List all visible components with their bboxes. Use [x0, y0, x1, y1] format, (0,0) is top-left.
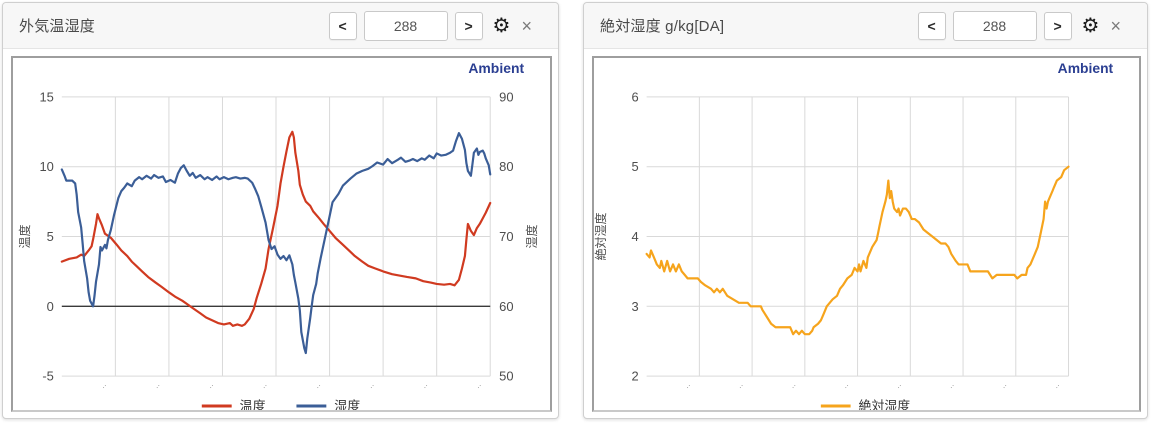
svg-text:温度: 温度 [240, 398, 266, 410]
svg-text:··: ·· [260, 381, 270, 391]
panel-outdoor-temp-humidity: 外気温湿度 < > ⚙ × 15 90 10 80 5 70 0 60 -5 50 ·· ·· ·· ··… [2, 2, 559, 419]
svg-text:15: 15 [39, 89, 53, 104]
svg-text:6: 6 [632, 89, 639, 104]
svg-text:50: 50 [499, 369, 513, 384]
close-icon[interactable]: × [521, 15, 532, 36]
svg-text:Ambient: Ambient [1058, 60, 1114, 76]
absolute-humidity-line-chart: 6 5 4 3 2 ·· ·· ·· ·· ·· ·· ·· ·· 絶対湿度 Ambient 絶対湿度 [594, 60, 1114, 410]
svg-text:··: ·· [789, 381, 799, 391]
svg-text:2: 2 [632, 369, 639, 384]
svg-text:··: ·· [1052, 381, 1062, 391]
svg-text:絶対湿度: 絶対湿度 [859, 398, 911, 410]
panel-header: 絶対湿度 g/kg[DA] < > ⚙ × [584, 3, 1147, 49]
svg-text:絶対湿度: 絶対湿度 [594, 213, 608, 261]
svg-text:80: 80 [499, 159, 513, 174]
page-size-input[interactable] [952, 10, 1037, 41]
svg-text:··: ·· [894, 381, 904, 391]
svg-text:10: 10 [39, 159, 53, 174]
svg-text:··: ·· [206, 381, 216, 391]
chart-area-temp-humidity: 15 90 10 80 5 70 0 60 -5 50 ·· ·· ·· ·· ·· ·· ·· ·· 温度 湿度 Am… [11, 56, 552, 412]
close-icon[interactable]: × [1110, 15, 1121, 36]
svg-text:-5: -5 [42, 369, 54, 384]
settings-gear-icon[interactable]: ⚙ [492, 14, 511, 37]
svg-text:··: ·· [420, 381, 430, 391]
svg-text:湿度: 湿度 [524, 224, 539, 248]
svg-text:0: 0 [47, 299, 54, 314]
svg-text:60: 60 [499, 299, 513, 314]
panel-header: 外気温湿度 < > ⚙ × [3, 3, 558, 49]
svg-text:4: 4 [632, 229, 639, 244]
settings-gear-icon[interactable]: ⚙ [1081, 14, 1100, 37]
svg-text:··: ·· [153, 381, 163, 391]
svg-text:··: ·· [474, 381, 484, 391]
svg-text:湿度: 湿度 [334, 398, 360, 410]
next-page-button[interactable]: > [1043, 11, 1072, 40]
svg-text:··: ·· [313, 381, 323, 391]
prev-page-button[interactable]: < [328, 11, 357, 40]
panel-title: 外気温湿度 [19, 18, 96, 35]
svg-text:··: ·· [683, 381, 693, 391]
svg-text:··: ·· [736, 381, 746, 391]
svg-text:··: ·· [947, 381, 957, 391]
svg-text:5: 5 [632, 159, 639, 174]
svg-text:3: 3 [632, 299, 639, 314]
svg-text:··: ·· [367, 381, 377, 391]
pager-controls: < > ⚙ × [328, 10, 532, 41]
page-size-input[interactable] [363, 10, 448, 41]
next-page-button[interactable]: > [454, 11, 483, 40]
svg-text:··: ·· [99, 381, 109, 391]
panel-absolute-humidity: 絶対湿度 g/kg[DA] < > ⚙ × 6 5 4 3 2 ·· ·· ·· ·· ·· ·· ·… [583, 2, 1148, 419]
chart-area-absolute-humidity: 6 5 4 3 2 ·· ·· ·· ·· ·· ·· ·· ·· 絶対湿度 Ambient 絶対湿度 [592, 56, 1141, 412]
svg-text:··: ·· [1000, 381, 1010, 391]
pager-controls: < > ⚙ × [917, 10, 1121, 41]
panel-title: 絶対湿度 g/kg[DA] [600, 18, 725, 35]
svg-text:温度: 温度 [17, 224, 32, 248]
svg-text:70: 70 [499, 229, 513, 244]
svg-text:··: ·· [841, 381, 851, 391]
svg-text:5: 5 [47, 229, 54, 244]
svg-text:Ambient: Ambient [468, 60, 524, 76]
prev-page-button[interactable]: < [917, 11, 946, 40]
svg-text:90: 90 [499, 89, 513, 104]
